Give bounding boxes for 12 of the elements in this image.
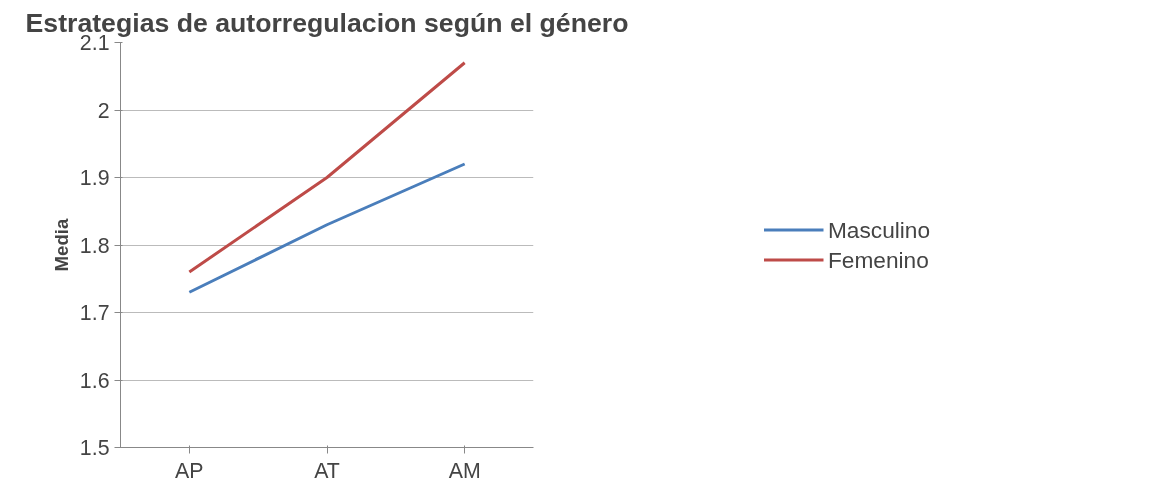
x-tick-label: AP — [175, 458, 204, 483]
y-tick-label: 1.9 — [79, 166, 110, 190]
legend-label: Femenino — [828, 246, 929, 273]
y-tick-label: 1.8 — [79, 233, 110, 258]
x-tick-label: AM — [448, 458, 481, 483]
x-tick-label: AT — [314, 458, 340, 483]
y-tick-label: 2 — [97, 98, 110, 123]
y-tick-label: 1.5 — [79, 436, 110, 460]
y-axis-title: Media — [50, 217, 72, 272]
y-tick-label: 1.7 — [79, 301, 110, 325]
legend-label: Masculino — [828, 216, 930, 243]
y-tick-label: 1.6 — [79, 368, 110, 393]
